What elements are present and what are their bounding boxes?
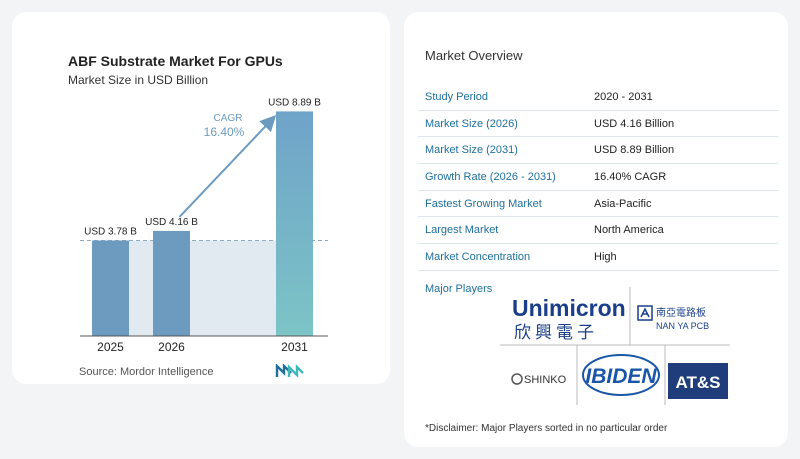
overview-row: Fastest Growing Market Asia-Pacific	[418, 191, 778, 218]
disclaimer: *Disclaimer: Major Players sorted in no …	[425, 423, 668, 434]
row-value: North America	[594, 224, 664, 237]
row-label: Market Size (2026)	[425, 117, 518, 130]
chart-subtitle: Market Size in USD Billion	[68, 73, 209, 87]
shinko-logo: SHINKO	[524, 374, 567, 386]
overview-row: Market Size (2026) USD 4.16 Billion	[418, 111, 778, 138]
overview-title: Market Overview	[425, 48, 523, 63]
source-note: Source: Mordor Intelligence	[79, 366, 214, 378]
ibiden-oval-icon	[582, 354, 660, 396]
bar	[153, 230, 190, 336]
chart-title: ABF Substrate Market For GPUs	[68, 53, 283, 69]
nanya-logo-icon	[637, 305, 653, 321]
overview-row: Market Size (2031) USD 8.89 Billion	[418, 137, 778, 165]
x-tick-label: 2025	[97, 340, 124, 354]
row-value: USD 8.89 Billion	[594, 144, 675, 157]
overview-row: Growth Rate (2026 - 2031) 16.40% CAGR	[418, 164, 778, 191]
row-label: Market Concentration	[425, 250, 531, 263]
row-label: Fastest Growing Market	[425, 197, 542, 210]
overview-row: Study Period 2020 - 2031	[418, 84, 778, 111]
bar-chart: USD 3.78 B 2025 USD 4.16 B 2026 USD 8.89 B 20…	[80, 97, 328, 354]
bar	[276, 111, 313, 337]
cagr-arrow	[178, 115, 277, 218]
row-value: 16.40% CAGR	[594, 170, 667, 183]
overview-row: Market Concentration High	[418, 244, 778, 271]
unimicron-logo: Unimicron	[512, 295, 626, 321]
row-value: High	[594, 250, 617, 263]
bar	[92, 240, 129, 336]
row-label: Largest Market	[425, 224, 499, 237]
cagr-label: CAGR	[214, 113, 243, 124]
row-value: USD 4.16 Billion	[594, 117, 675, 130]
row-label: Study Period	[425, 90, 488, 103]
players-title: Major Players	[425, 283, 493, 295]
shinko-logo-icon	[511, 373, 523, 385]
nanya-chinese-name: 南亞電路板	[656, 306, 706, 319]
overview-table: Study Period 2020 - 2031 Market Size (20…	[418, 84, 778, 271]
bar-data-label: USD 3.78 B	[84, 227, 137, 238]
ats-logo-box	[668, 363, 728, 399]
overview-row: Largest Market North America	[418, 217, 778, 245]
row-value: 2020 - 2031	[594, 90, 653, 103]
unimicron-chinese-name: 欣興電子	[514, 323, 598, 343]
bar-data-label: USD 8.89 B	[268, 97, 321, 108]
row-label: Growth Rate (2026 - 2031)	[425, 170, 556, 183]
row-value: Asia-Pacific	[594, 197, 652, 210]
row-label: Market Size (2031)	[425, 144, 518, 157]
nanya-english-name: NAN YA PCB	[656, 321, 709, 331]
x-tick-label: 2026	[158, 340, 185, 354]
cagr-value: 16.40%	[204, 125, 245, 139]
bar-data-label: USD 4.16 B	[145, 217, 198, 228]
ibiden-logo: IBIDEN	[585, 365, 657, 388]
ats-logo: AT&S	[675, 373, 720, 392]
x-tick-label: 2031	[281, 340, 308, 354]
mordor-logo-icon	[275, 364, 304, 378]
